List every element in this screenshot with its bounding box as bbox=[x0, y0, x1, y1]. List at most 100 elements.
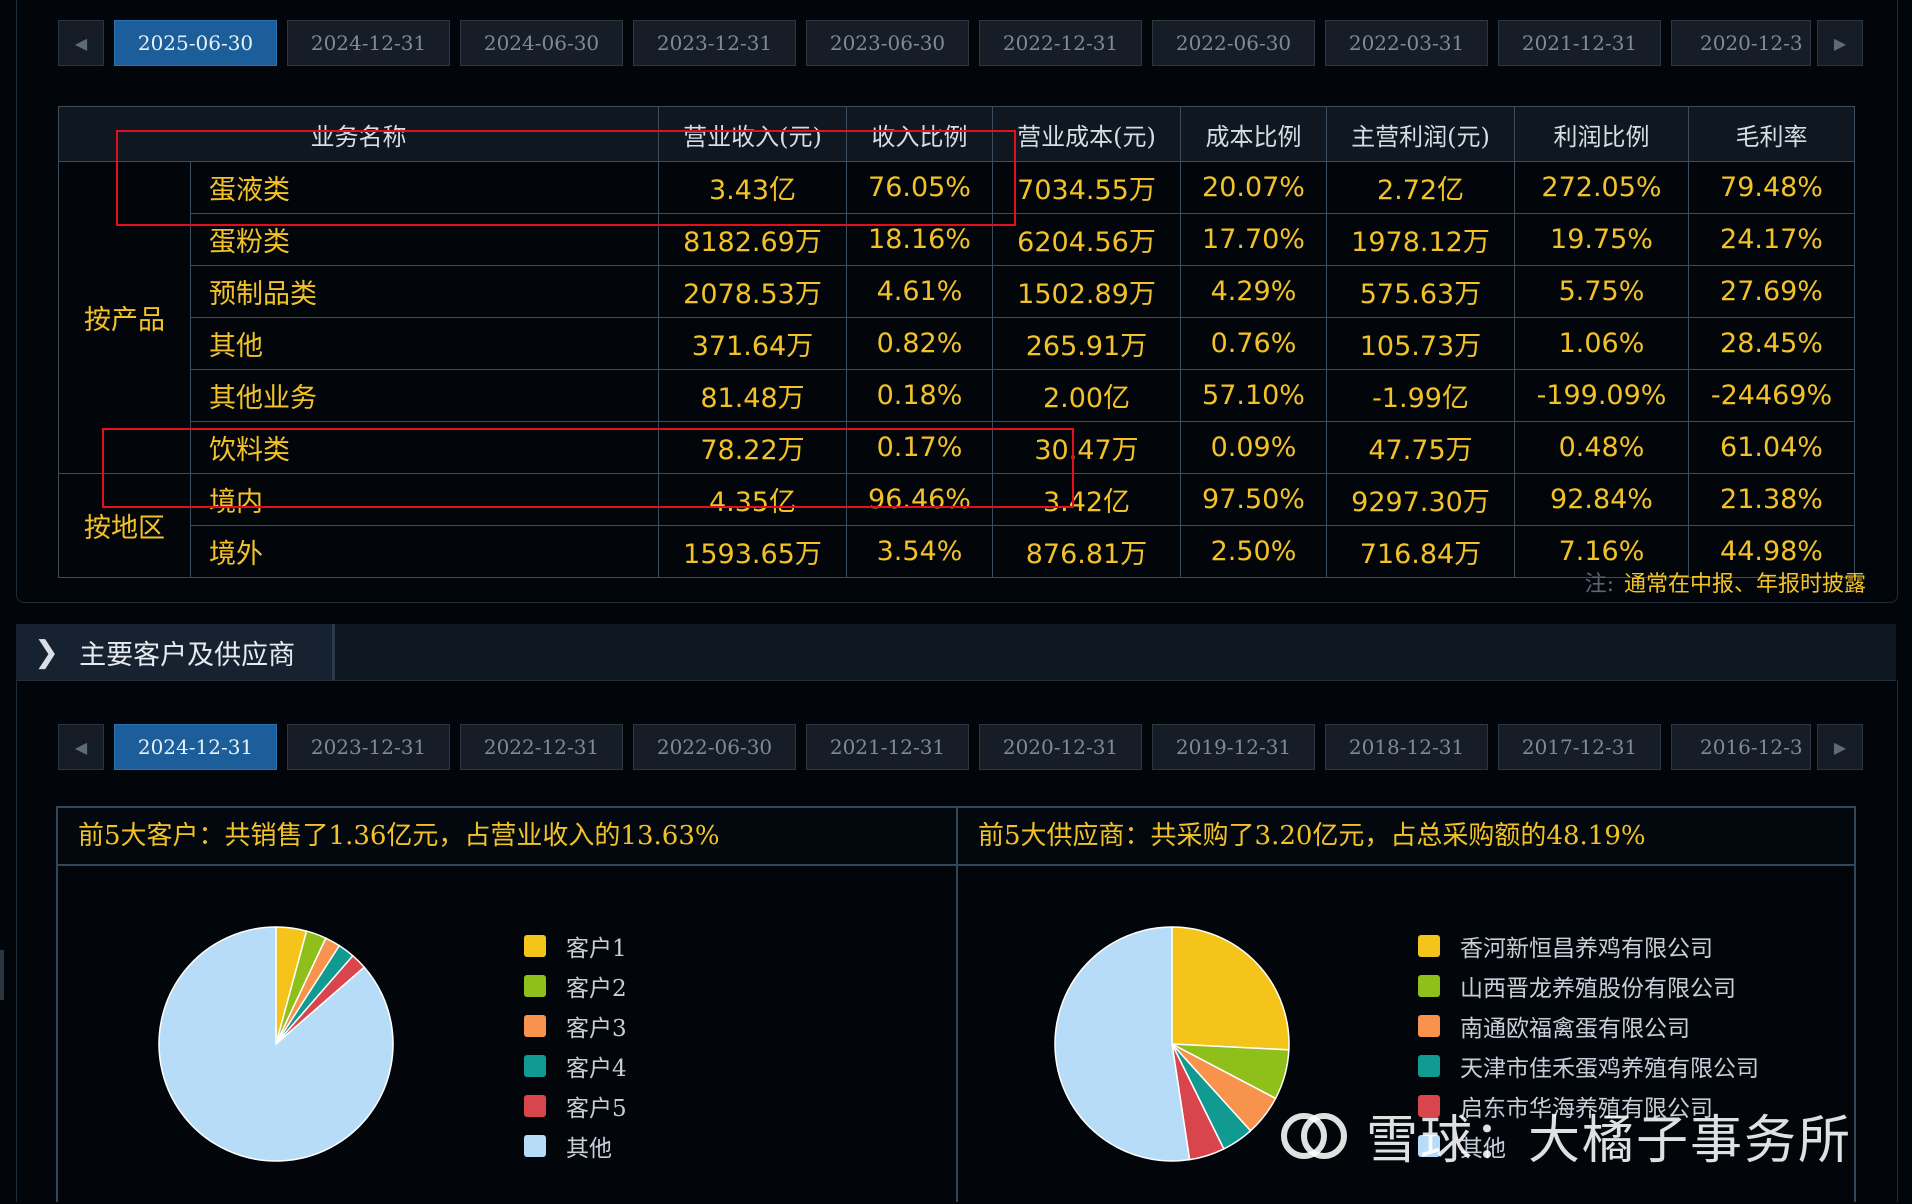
business-name-cell: 预制品类 bbox=[190, 265, 659, 318]
group-by-region: 按地区 bbox=[58, 473, 191, 578]
cost-ratio-cell: 97.50% bbox=[1180, 473, 1327, 526]
pie-slice-6[interactable] bbox=[158, 926, 394, 1162]
customer-date-tab-1[interactable]: 2023-12-31 bbox=[287, 724, 450, 770]
report-date-tab-0[interactable]: 2025-06-30 bbox=[114, 20, 277, 66]
cost-cell: 2.00亿 bbox=[992, 369, 1181, 422]
legend-item[interactable]: 南通欧福禽蛋有限公司 bbox=[1418, 1006, 1759, 1046]
customer-date-tab-8[interactable]: 2017-12-31 bbox=[1498, 724, 1661, 770]
customer-date-tab-4[interactable]: 2021-12-31 bbox=[806, 724, 969, 770]
rev-ratio-cell: 0.82% bbox=[846, 317, 993, 370]
cost-ratio-cell: 0.76% bbox=[1180, 317, 1327, 370]
report-date-tab-5[interactable]: 2022-12-31 bbox=[979, 20, 1142, 66]
cost-ratio-cell: 4.29% bbox=[1180, 265, 1327, 318]
profit-ratio-cell: 92.84% bbox=[1514, 473, 1689, 526]
customer-date-tab-9[interactable]: 2016-12-3 bbox=[1671, 724, 1811, 770]
report-date-tab-2[interactable]: 2024-06-30 bbox=[460, 20, 623, 66]
watermark-text: 雪球：大橘子事务所 bbox=[1366, 1111, 1853, 1171]
highlight-box-domestic bbox=[102, 428, 1074, 508]
profit-cell: 716.84万 bbox=[1326, 525, 1515, 578]
legend-swatch bbox=[1418, 1135, 1440, 1157]
cost-cell: 876.81万 bbox=[992, 525, 1181, 578]
profit-ratio-cell: 19.75% bbox=[1514, 213, 1689, 266]
legend-label: 客户3 bbox=[566, 1016, 627, 1042]
profit-ratio-cell: 272.05% bbox=[1514, 161, 1689, 214]
rev-ratio-cell: 3.54% bbox=[846, 525, 993, 578]
cost-ratio-cell: 17.70% bbox=[1180, 213, 1327, 266]
pie-slice-1[interactable] bbox=[1171, 926, 1290, 1051]
report-date-tab-4[interactable]: 2023-06-30 bbox=[806, 20, 969, 66]
legend-item[interactable]: 客户4 bbox=[524, 1046, 627, 1086]
legend-item[interactable]: 客户1 bbox=[524, 926, 627, 966]
table-row: 蛋粉类 8182.69万 18.16% 6204.56万 17.70% 1978.12万 1… bbox=[59, 213, 1855, 266]
profit-ratio-cell: 0.48% bbox=[1514, 421, 1689, 474]
revenue-cell: 371.64万 bbox=[658, 317, 847, 370]
business-name-cell: 其他业务 bbox=[190, 369, 659, 422]
customer-date-tab-5[interactable]: 2020-12-31 bbox=[979, 724, 1142, 770]
revenue-cell: 2078.53万 bbox=[658, 265, 847, 318]
legend-label: 香河新恒昌养鸡有限公司 bbox=[1460, 936, 1713, 962]
legend-item[interactable]: 其他 bbox=[524, 1126, 627, 1166]
customer-date-tab-7[interactable]: 2018-12-31 bbox=[1325, 724, 1488, 770]
business-table: 业务名称 营业收入(元) 收入比例 营业成本(元) 成本比例 主营利润(元) 利… bbox=[58, 106, 1855, 578]
profit-cell: 575.63万 bbox=[1326, 265, 1515, 318]
legend-swatch bbox=[1418, 1015, 1440, 1037]
customer-date-tab-6[interactable]: 2019-12-31 bbox=[1152, 724, 1315, 770]
legend-swatch bbox=[1418, 1095, 1440, 1117]
legend-item[interactable]: 客户2 bbox=[524, 966, 627, 1006]
section-title: 主要客户及供应商 bbox=[79, 639, 296, 671]
highlight-box-egg-liquid bbox=[116, 130, 1016, 226]
chevron-right-icon[interactable]: ▶ bbox=[1817, 20, 1863, 66]
chevron-right-icon: ❯ bbox=[34, 634, 60, 670]
top5-customers-card: 前5大客户：共销售了1.36亿元，占营业收入的13.63% 客户1 客户2 客户3 客… bbox=[56, 806, 958, 1202]
table-row: 预制品类 2078.53万 4.61% 1502.89万 4.29% 575.63万 5.7… bbox=[59, 265, 1855, 318]
legend-swatch bbox=[1418, 975, 1440, 997]
legend-item[interactable]: 香河新恒昌养鸡有限公司 bbox=[1418, 926, 1759, 966]
business-name-cell: 蛋粉类 bbox=[190, 213, 659, 266]
margin-cell: 44.98% bbox=[1688, 525, 1855, 578]
margin-cell: -24469% bbox=[1688, 369, 1855, 422]
revenue-cell: 81.48万 bbox=[658, 369, 847, 422]
chevron-right-icon[interactable]: ▶ bbox=[1817, 724, 1863, 770]
legend-swatch bbox=[524, 1055, 546, 1077]
legend-label: 客户4 bbox=[566, 1056, 627, 1082]
chevron-left-icon[interactable]: ◀ bbox=[58, 724, 104, 770]
legend-item[interactable]: 其他 bbox=[1418, 1126, 1759, 1166]
legend-item[interactable]: 客户5 bbox=[524, 1086, 627, 1126]
customer-date-tab-2[interactable]: 2022-12-31 bbox=[460, 724, 623, 770]
header-gross-margin: 毛利率 bbox=[1688, 106, 1855, 162]
legend-swatch bbox=[524, 1135, 546, 1157]
legend-swatch bbox=[524, 1095, 546, 1117]
customers-pie-chart bbox=[158, 926, 394, 1162]
report-date-tab-1[interactable]: 2024-12-31 bbox=[287, 20, 450, 66]
customer-date-tab-3[interactable]: 2022-06-30 bbox=[633, 724, 796, 770]
customer-date-tab-0[interactable]: 2024-12-31 bbox=[114, 724, 277, 770]
report-date-tab-6[interactable]: 2022-06-30 bbox=[1152, 20, 1315, 66]
legend-label: 其他 bbox=[1460, 1136, 1506, 1162]
legend-item[interactable]: 天津市佳禾蛋鸡养殖有限公司 bbox=[1418, 1046, 1759, 1086]
report-date-tab-8[interactable]: 2021-12-31 bbox=[1498, 20, 1661, 66]
profit-cell: 2.72亿 bbox=[1326, 161, 1515, 214]
legend-item[interactable]: 客户3 bbox=[524, 1006, 627, 1046]
profit-cell: 47.75万 bbox=[1326, 421, 1515, 474]
profit-ratio-cell: -199.09% bbox=[1514, 369, 1689, 422]
header-revenue-ratio: 收入比例 bbox=[846, 106, 993, 162]
pie-slice-6[interactable] bbox=[1054, 926, 1191, 1162]
cost-cell: 265.91万 bbox=[992, 317, 1181, 370]
customers-legend: 客户1 客户2 客户3 客户4 客户5 其他 bbox=[524, 926, 627, 1166]
report-date-tab-7[interactable]: 2022-03-31 bbox=[1325, 20, 1488, 66]
rev-ratio-cell: 18.16% bbox=[846, 213, 993, 266]
rev-ratio-cell: 0.18% bbox=[846, 369, 993, 422]
table-row: 按地区 境内 4.35亿 96.46% 3.42亿 97.50% 9297.30万 92.84… bbox=[58, 473, 1855, 578]
header-cost: 营业成本(元) bbox=[992, 106, 1181, 162]
legend-swatch bbox=[524, 975, 546, 997]
revenue-cell: 8182.69万 bbox=[658, 213, 847, 266]
legend-item[interactable]: 山西晋龙养殖股份有限公司 bbox=[1418, 966, 1759, 1006]
table-row: 按产品 蛋液类 3.43亿 76.05% 7034.55万 20.07% 2.72亿 272.… bbox=[58, 161, 1855, 474]
margin-cell: 79.48% bbox=[1688, 161, 1855, 214]
report-date-tab-3[interactable]: 2023-12-31 bbox=[633, 20, 796, 66]
section-tab-customers-suppliers[interactable]: ❯ 主要客户及供应商 bbox=[16, 624, 335, 680]
report-date-tab-9[interactable]: 2020-12-3 bbox=[1671, 20, 1811, 66]
chevron-left-icon[interactable]: ◀ bbox=[58, 20, 104, 66]
legend-item[interactable]: 启东市华海养殖有限公司 bbox=[1418, 1086, 1759, 1126]
disclosure-note: 注: 通常在中报、年报时披露 bbox=[1585, 566, 1866, 598]
